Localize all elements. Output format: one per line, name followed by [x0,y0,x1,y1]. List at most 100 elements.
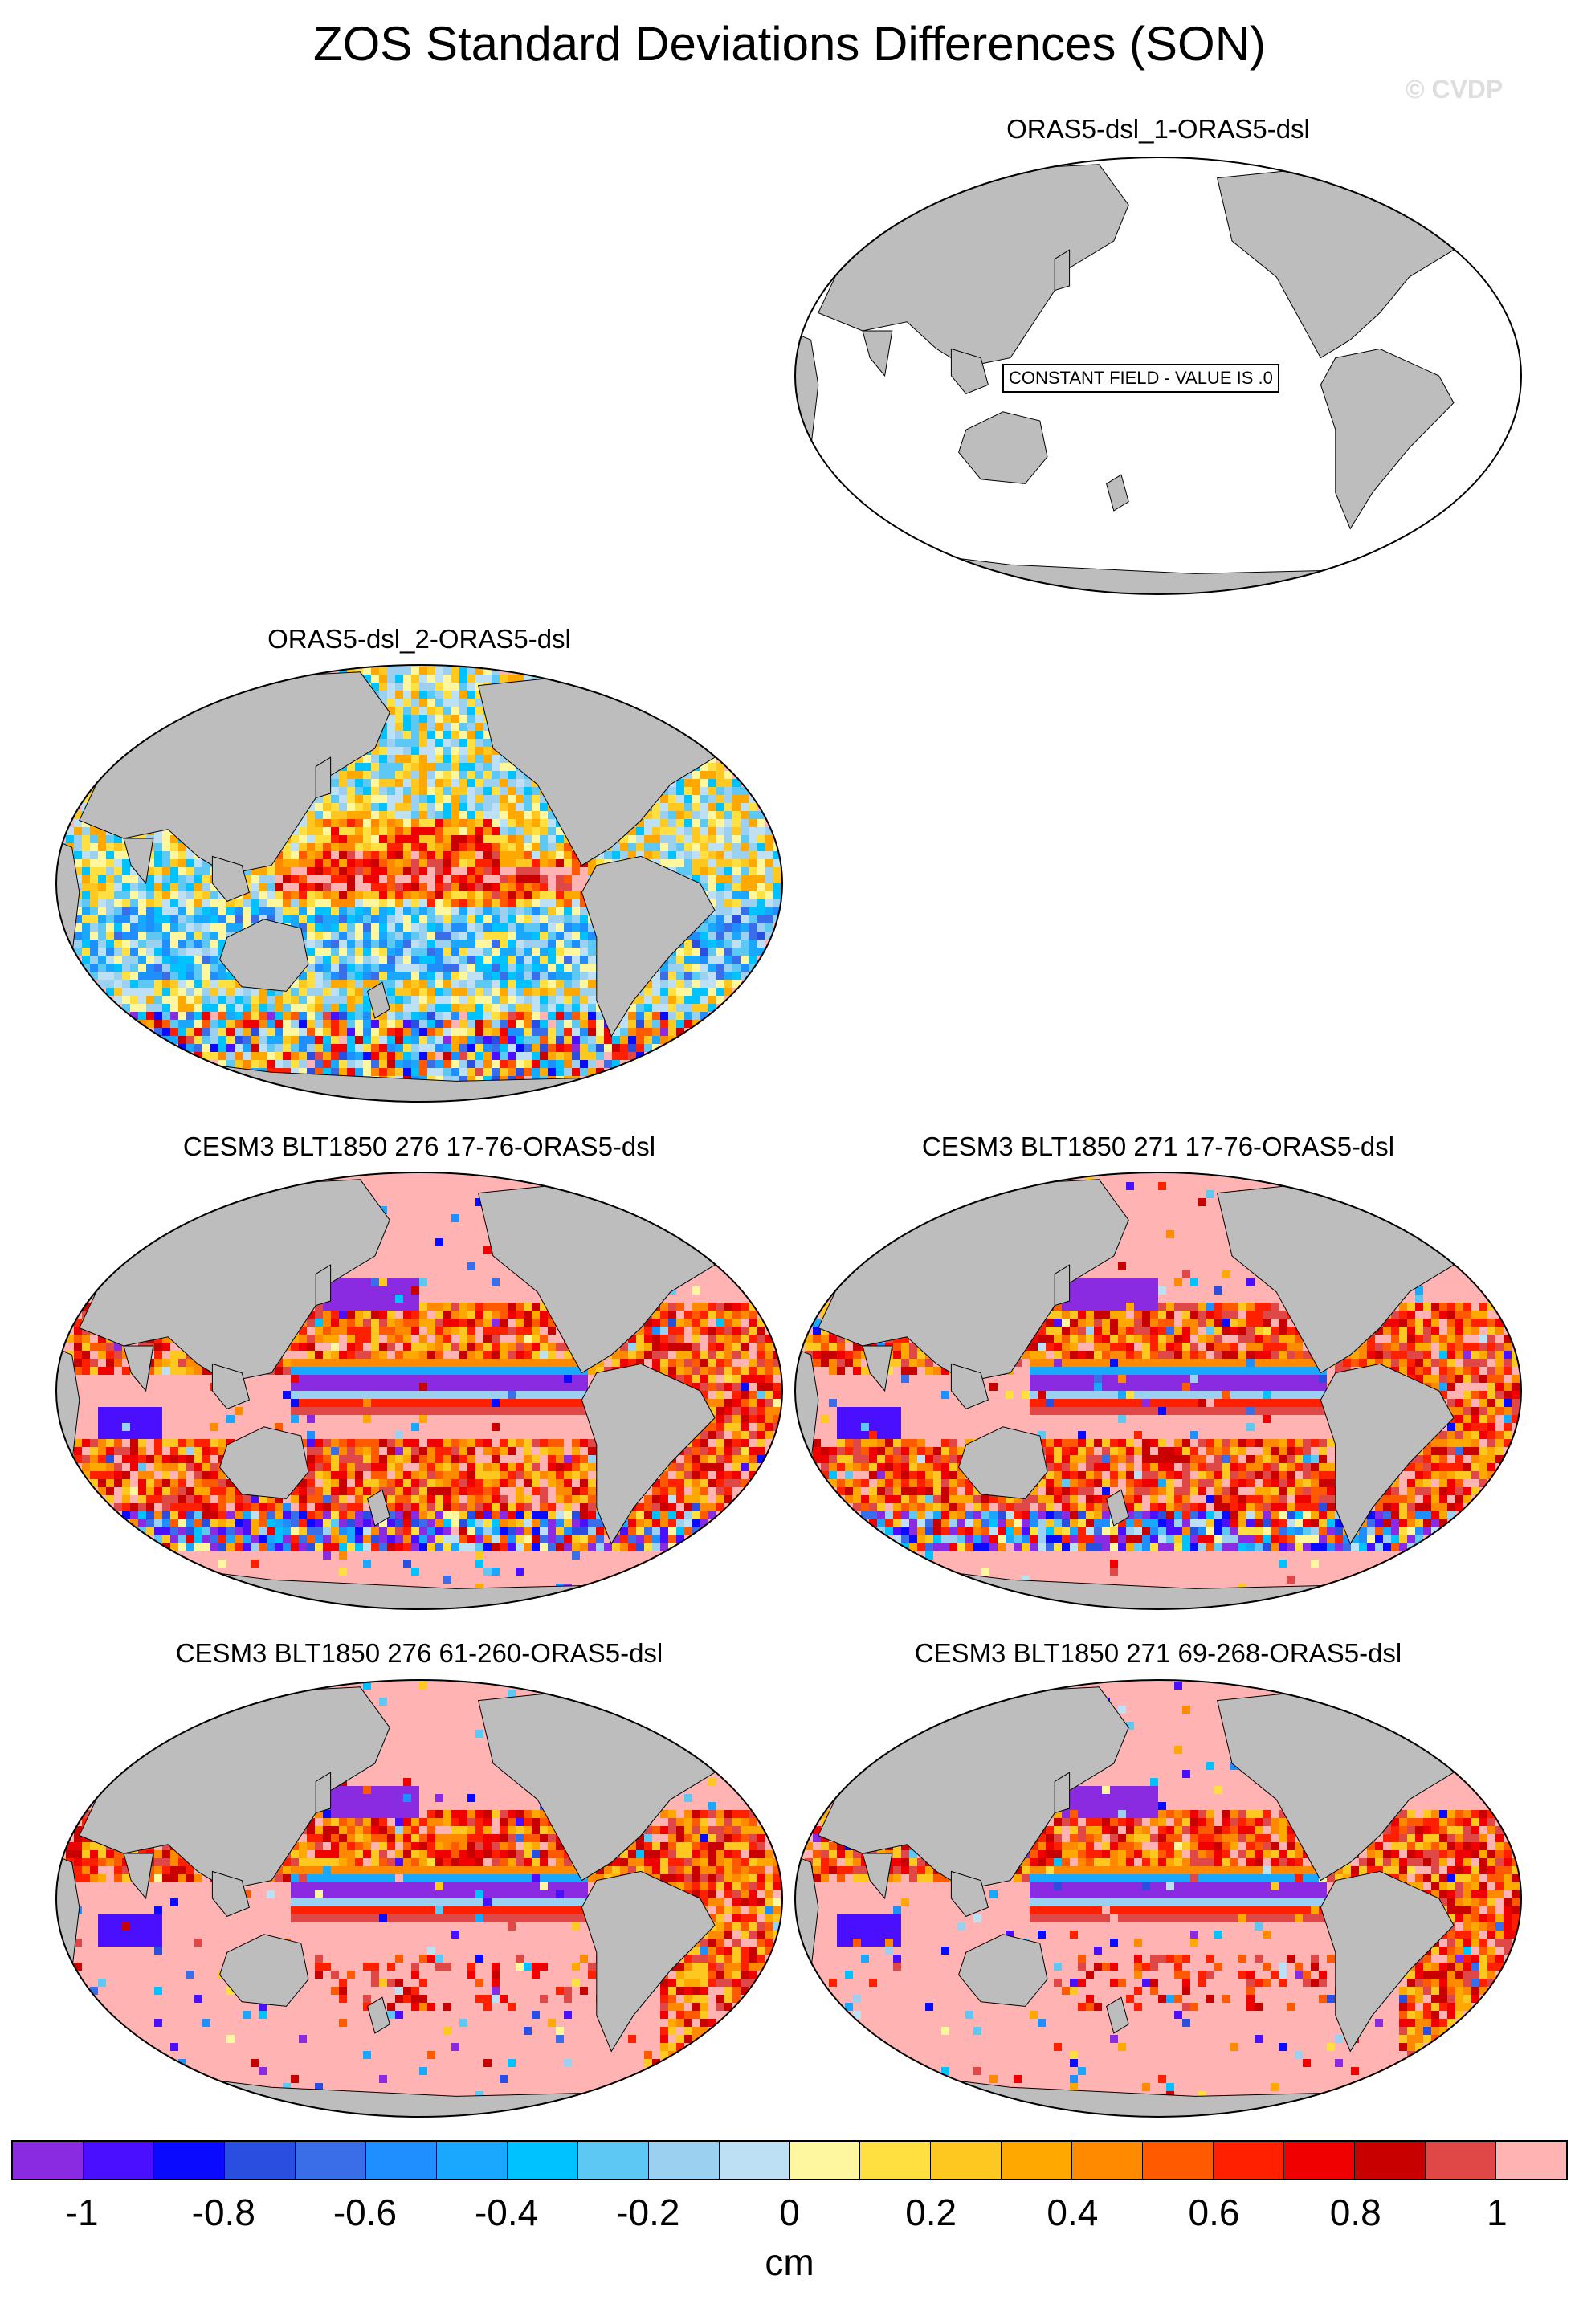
colorbar-segment [436,2142,508,2179]
map-panel-2 [50,658,789,1108]
land-mass [1054,1264,1071,1307]
land-mass [581,1870,716,2053]
map-panel-4 [789,1166,1528,1616]
land-mass [367,1996,390,2034]
colorbar-segment [1284,2142,1356,2179]
land-mass [211,1870,250,1918]
map-svg [55,664,783,1103]
map-outline [794,1172,1522,1610]
colorbar-segment [1355,2142,1426,2179]
land-mass [862,1345,893,1392]
land-mass [958,411,1048,484]
land-mass [219,1934,309,2007]
map-panel-1 [789,151,1528,601]
colorbar-segment [860,2142,932,2179]
land-mass [211,855,250,903]
land-mass [1106,1996,1129,2034]
land-mass [862,330,893,377]
colorbar [11,2140,1568,2180]
land-mass [1106,474,1129,512]
colorbar-tick-label: 0.6 [1188,2191,1240,2233]
map-svg [794,1172,1522,1610]
land-mass [1054,249,1071,292]
land-mass [950,348,989,395]
land-mass [1393,159,1455,206]
colorbar-segment [13,2142,84,2179]
panel-title-3: CESM3 BLT1850 276 17-76-ORAS5-dsl [182,1131,656,1161]
colorbar-segment [719,2142,790,2179]
panel-title-2: ORAS5-dsl_2-ORAS5-dsl [267,624,571,654]
land-mass [1320,1870,1455,2053]
land-mass [958,1934,1048,2007]
land-mass [1393,1682,1455,1728]
land-mass [655,1174,716,1221]
land-mass [367,981,390,1019]
colorbar-segment [295,2142,366,2179]
colorbar-tick-label: -0.4 [474,2191,539,2233]
colorbar-segment [790,2142,861,2179]
land-mass [1320,1363,1455,1545]
colorbar-segment [1002,2142,1073,2179]
map-outline [794,157,1522,595]
colorbar-tick-label: -0.2 [616,2191,680,2233]
map-svg [55,1679,783,2118]
map-svg [55,1172,783,1610]
constant-field-label: CONSTANT FIELD - VALUE IS .0 [1002,364,1279,393]
panel-title-1: ORAS5-dsl_1-ORAS5-dsl [1006,114,1310,144]
land-mass [123,838,154,885]
map-svg [794,157,1522,595]
colorbar-tick-label: 1 [1487,2191,1508,2233]
land-mass [219,1426,309,1499]
colorbar-tick-label: 0 [779,2191,800,2233]
land-mass [315,1772,332,1814]
land-mass [581,1363,716,1545]
colorbar-segment [648,2142,720,2179]
map-outline [55,1172,783,1610]
land-mass [950,1363,989,1410]
colorbar-segment [1072,2142,1144,2179]
colorbar-segment [83,2142,154,2179]
land-mass [219,919,309,992]
colorbar-segment [1496,2142,1566,2179]
land-mass [581,855,716,1038]
colorbar-tick-label: -1 [65,2191,99,2233]
map-outline [55,664,783,1103]
panel-title-6: CESM3 BLT1850 271 69-268-ORAS5-dsl [914,1638,1402,1668]
map-svg [794,1679,1522,2118]
land-mass [1320,348,1455,530]
colorbar-segment [507,2142,578,2179]
land-mass [315,1264,332,1307]
panel-title-5: CESM3 BLT1850 276 61-260-ORAS5-dsl [175,1638,663,1668]
colorbar-tick-label: 0.8 [1329,2191,1381,2233]
colorbar-segment [1426,2142,1497,2179]
colorbar-tick-label: -0.8 [191,2191,255,2233]
land-mass [1106,1489,1129,1527]
colorbar-segment [577,2142,649,2179]
land-mass [123,1853,154,1900]
colorbar-tick-label: -0.6 [333,2191,398,2233]
watermark: © CVDP [1406,75,1504,104]
land-mass [1393,1174,1455,1221]
land-mass [655,667,716,713]
colorbar-tick-label: 0.2 [905,2191,957,2233]
land-mass [1054,1772,1071,1814]
land-mass [655,1682,716,1728]
map-panel-5 [50,1674,789,2123]
map-panel-6 [789,1674,1528,2123]
colorbar-segment [931,2142,1002,2179]
colorbar-segment [224,2142,296,2179]
figure-title: ZOS Standard Deviations Differences (SON… [312,17,1267,71]
panel-title-4: CESM3 BLT1850 271 17-76-ORAS5-dsl [921,1131,1395,1161]
colorbar-segment [1214,2142,1285,2179]
colorbar-tick-label: 0.4 [1047,2191,1099,2233]
land-mass [211,1363,250,1410]
colorbar-segment [1143,2142,1214,2179]
land-mass [958,1426,1048,1499]
map-outline [794,1679,1522,2118]
land-mass [123,1345,154,1392]
map-outline [55,1679,783,2118]
colorbar-segment [365,2142,437,2179]
colorbar-units: cm [765,2241,814,2283]
land-mass [862,1853,893,1900]
map-panel-3 [50,1166,789,1616]
